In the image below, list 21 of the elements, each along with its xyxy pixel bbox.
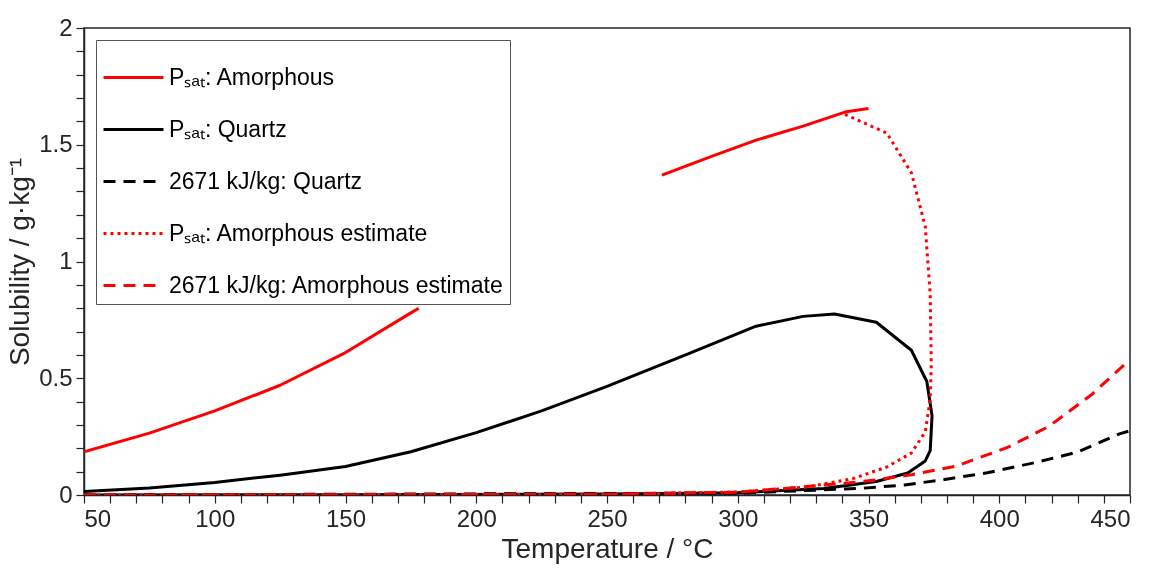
y-tick-label: 2 (59, 13, 73, 41)
x-tick-label: 100 (195, 504, 236, 532)
x-tick-label: 50 (84, 504, 112, 532)
legend-label: Pₛₐₜ: Amorphous estimate (169, 219, 428, 246)
x-axis-title: Temperature / °C (501, 532, 714, 564)
y-tick-label: 0 (59, 480, 73, 508)
legend-label: 2671 kJ/kg: Amorphous estimate (169, 271, 503, 298)
x-tick-label: 400 (979, 504, 1020, 532)
legend-label: 2671 kJ/kg: Quartz (169, 167, 363, 194)
legend-label: Pₛₐₜ: Quartz (169, 115, 287, 142)
x-tick-label: 250 (587, 504, 628, 532)
y-axis-title: Solubility / g·kg⁻¹ (4, 157, 36, 367)
x-tick-label: 200 (456, 504, 497, 532)
x-tick-label: 350 (848, 504, 890, 532)
x-tick-label: 150 (325, 504, 367, 532)
legend-label: Pₛₐₜ: Amorphous (169, 63, 335, 90)
x-tick-label: 300 (718, 504, 759, 532)
y-tick-label: 0.5 (39, 363, 73, 391)
x-tick-label: 450 (1090, 504, 1131, 532)
y-tick-label: 1 (59, 247, 73, 274)
y-tick-label: 1.5 (39, 130, 73, 158)
